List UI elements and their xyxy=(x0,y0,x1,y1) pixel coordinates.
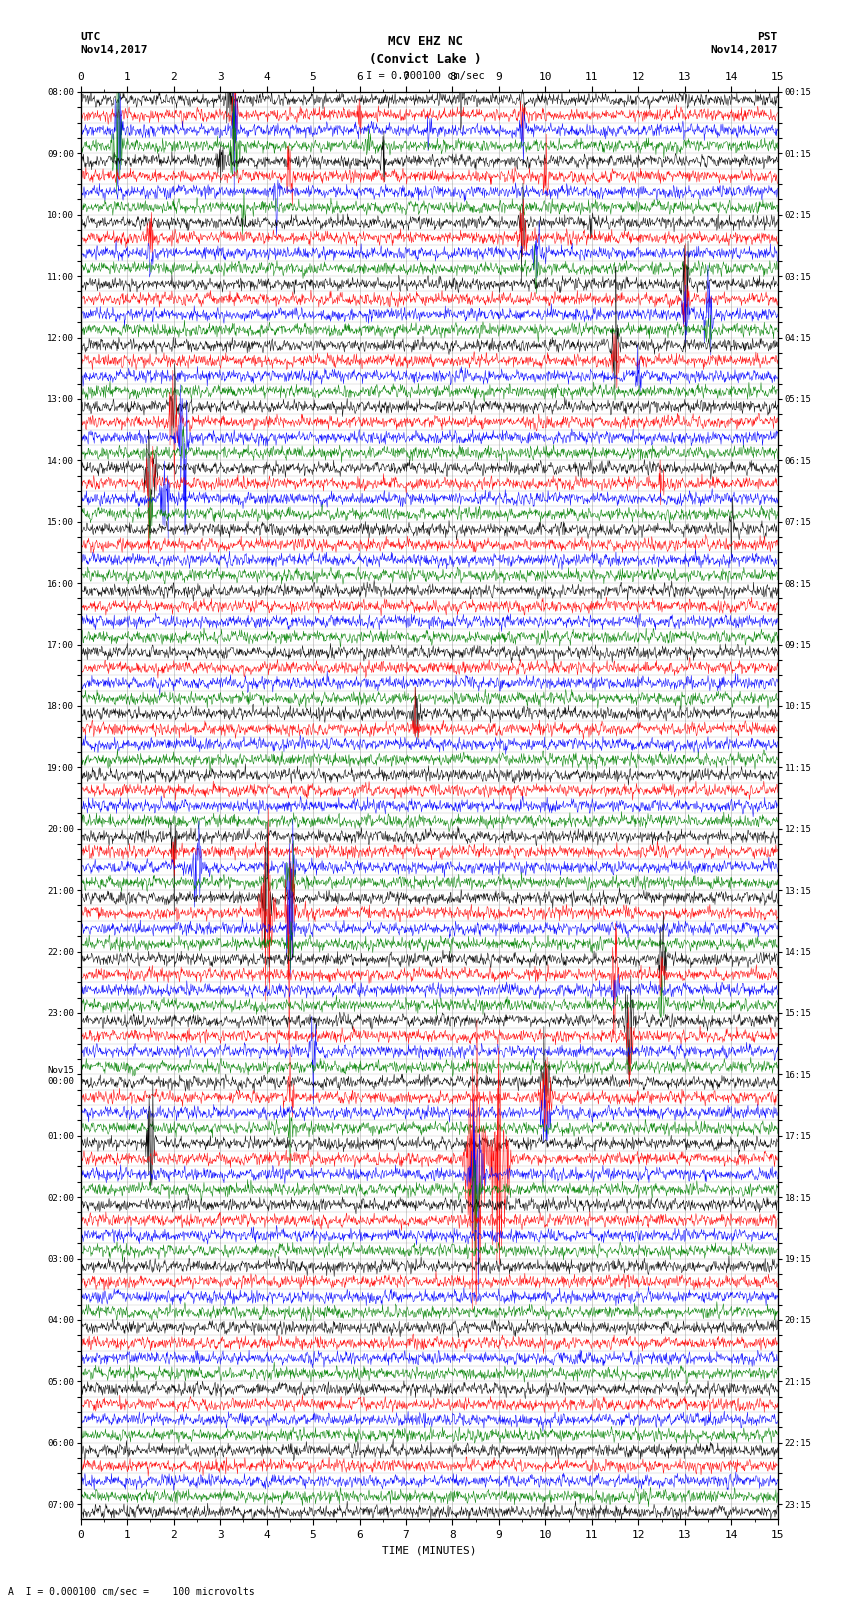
Text: Nov14,2017: Nov14,2017 xyxy=(81,45,148,55)
Text: A  I = 0.000100 cm/sec =    100 microvolts: A I = 0.000100 cm/sec = 100 microvolts xyxy=(8,1587,255,1597)
Text: Nov14,2017: Nov14,2017 xyxy=(711,45,778,55)
Text: MCV EHZ NC: MCV EHZ NC xyxy=(388,35,462,48)
Text: I = 0.000100 cm/sec: I = 0.000100 cm/sec xyxy=(366,71,484,81)
X-axis label: TIME (MINUTES): TIME (MINUTES) xyxy=(382,1545,477,1555)
Text: (Convict Lake ): (Convict Lake ) xyxy=(369,53,481,66)
Text: UTC: UTC xyxy=(81,32,101,42)
Text: PST: PST xyxy=(757,32,778,42)
